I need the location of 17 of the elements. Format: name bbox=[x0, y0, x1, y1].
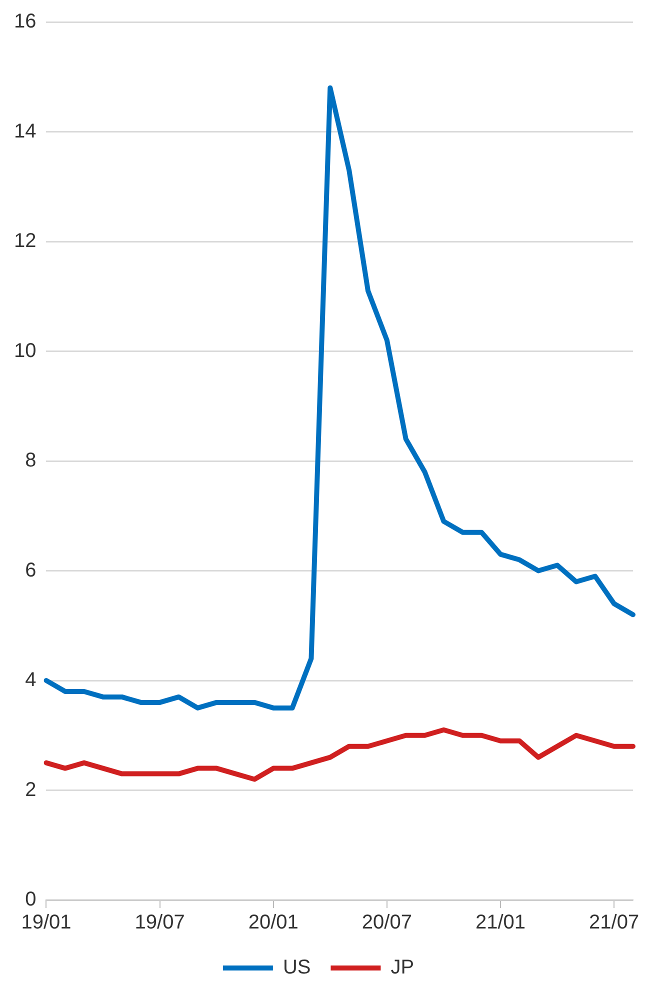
y-tick-label: 4 bbox=[25, 669, 36, 692]
y-tick-label: 14 bbox=[14, 120, 36, 142]
x-tick-label: 19/01 bbox=[21, 912, 72, 934]
y-tick-label: 12 bbox=[14, 230, 36, 252]
legend-label: JP bbox=[390, 956, 414, 979]
x-tick-label: 20/01 bbox=[248, 912, 298, 934]
legend-label: US bbox=[282, 956, 311, 979]
x-tick-label: 21/01 bbox=[475, 912, 526, 934]
x-tick-label: 20/07 bbox=[362, 912, 412, 934]
y-tick-label: 0 bbox=[25, 888, 36, 911]
y-tick-label: 16 bbox=[14, 10, 36, 33]
y-tick-label: 2 bbox=[25, 778, 36, 801]
x-tick-label: 19/07 bbox=[134, 912, 185, 934]
x-tick-label: 21/07 bbox=[589, 912, 640, 934]
y-tick-label: 6 bbox=[25, 559, 36, 582]
y-tick-label: 8 bbox=[25, 450, 36, 472]
y-tick-label: 10 bbox=[14, 340, 36, 362]
